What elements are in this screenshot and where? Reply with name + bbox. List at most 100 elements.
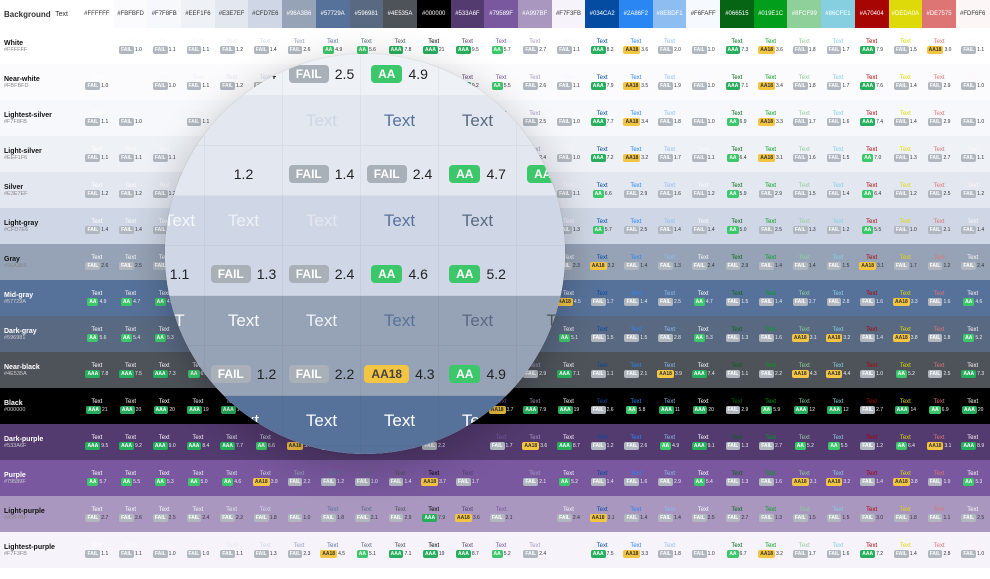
contrast-cell: TextAA5.5 [855, 208, 889, 244]
contrast-cell [518, 496, 552, 532]
contrast-cell: TextFAIL1.0 [147, 532, 181, 568]
contrast-cell: TextFAIL2.8 [821, 280, 855, 316]
col-header: #2A86F2 [619, 0, 653, 28]
contrast-cell: TextAA6.4 [720, 136, 754, 172]
lens-cell [439, 54, 517, 96]
contrast-cell: TextAA5.7 [585, 208, 619, 244]
contrast-cell: TextAAA7.7 [585, 100, 619, 136]
contrast-cell: TextAAA7.1 [720, 64, 754, 100]
contrast-cell: TextFAIL1.5 [821, 136, 855, 172]
contrast-cell: TextFAIL1.8 [316, 496, 350, 532]
contrast-cell: TextAA5.4 [686, 460, 720, 496]
contrast-cell: TextFAIL1.3 [889, 136, 923, 172]
contrast-cell: TextFAIL1.0 [686, 28, 720, 64]
col-header: #533A6F [451, 0, 485, 28]
contrast-cell: TextFAIL1.0 [956, 532, 990, 568]
contrast-cell: TextAAA9.1 [686, 424, 720, 460]
contrast-cell: TextFAIL1.1 [956, 28, 990, 64]
contrast-cell: TextAAA7.9 [855, 28, 889, 64]
contrast-cell: TextAA183.1 [787, 316, 821, 352]
contrast-cell: TextFAIL2.9 [383, 496, 417, 532]
lens-cell: FAIL1.3 [205, 246, 283, 296]
contrast-cell: TextFAIL1.6 [922, 280, 956, 316]
contrast-cell: TextFAIL1.4 [619, 244, 653, 280]
contrast-cell: TextAA5.8 [619, 388, 653, 424]
contrast-cell: TextAA183.1 [585, 496, 619, 532]
col-header: #F7F3FB [552, 0, 586, 28]
contrast-cell: TextAAA8.7 [451, 532, 485, 568]
contrast-cell: TextFAIL1.4 [855, 316, 889, 352]
magnifier-lens: FAIL1.4FAIL2.5AA4.9TextTextTextTextText1… [165, 54, 565, 454]
contrast-cell: TextFAIL1.4 [787, 244, 821, 280]
contrast-cell: TextAAA7.3 [720, 28, 754, 64]
contrast-cell: TextFAIL1.2 [922, 244, 956, 280]
contrast-cell: TextFAIL2.7 [80, 496, 114, 532]
lens-cell: Text [283, 96, 361, 146]
lens-cell: Text [361, 96, 439, 146]
contrast-cell: TextAA183.9 [248, 460, 282, 496]
contrast-cell: TextFAIL2.5 [922, 352, 956, 388]
contrast-cell: TextFAIL1.1 [80, 100, 114, 136]
contrast-cell: TextAA6.6 [585, 172, 619, 208]
contrast-cell: TextFAIL1.6 [787, 136, 821, 172]
contrast-cell: TextFAIL1.4 [889, 532, 923, 568]
row-header: White#FFFFFF [0, 28, 80, 64]
lens-cell: FAIL2.4 [361, 146, 439, 196]
contrast-cell: TextFAIL1.4 [114, 208, 148, 244]
lens-cell [165, 146, 205, 196]
contrast-cell: TextAA7.0 [855, 136, 889, 172]
lens-cell: Text [439, 196, 517, 246]
contrast-cell: TextAA183.9 [653, 352, 687, 388]
lens-cell [165, 396, 205, 446]
header-text-label: Text [55, 11, 68, 18]
lens-cell [517, 196, 565, 246]
contrast-cell: TextFAIL2.4 [686, 244, 720, 280]
contrast-cell: TextFAIL1.6 [821, 100, 855, 136]
contrast-cell: TextFAIL1.6 [821, 532, 855, 568]
row-header: Near-black#4E535A [0, 352, 80, 388]
contrast-cell: TextFAIL2.6 [585, 388, 619, 424]
contrast-cell: TextFAIL1.7 [451, 460, 485, 496]
contrast-cell: TextFAIL1.0 [956, 100, 990, 136]
col-header: #79589F [484, 0, 518, 28]
row-header: Lightest-purple#F7F3FB [0, 532, 80, 568]
lens-cell: Text [205, 96, 283, 146]
contrast-cell: TextFAIL2.9 [619, 172, 653, 208]
lens-cell: AA4.6 [361, 246, 439, 296]
lens-cell: Text [361, 196, 439, 246]
contrast-cell: TextAAA7.1 [383, 532, 417, 568]
contrast-cell: TextAAA20 [686, 388, 720, 424]
contrast-cell: TextFAIL3.0 [855, 496, 889, 532]
lens-cell: Text [283, 396, 361, 446]
contrast-cell: TextFAIL1.4 [686, 208, 720, 244]
contrast-cell: TextAA5.3 [956, 460, 990, 496]
lens-cell [165, 446, 205, 454]
row-header: Near-white#FBFBFD [0, 64, 80, 100]
contrast-cell: TextFAIL1.4 [653, 496, 687, 532]
col-header: #57729A [316, 0, 350, 28]
col-header: #EEF1F6 [181, 0, 215, 28]
contrast-cell [484, 460, 518, 496]
lens-cell: AA4.9 [361, 54, 439, 96]
lens-cell: 1.2 [205, 146, 283, 196]
contrast-cell: TextFAIL1.3 [754, 496, 788, 532]
row-header: Lightest-silver#F7F8FB [0, 100, 80, 136]
contrast-cell: TextFAIL1.4 [821, 172, 855, 208]
lens-cell [517, 96, 565, 146]
col-header: #4E535A [383, 0, 417, 28]
lens-cell: Text [439, 296, 517, 346]
contrast-cell: TextFAIL1.1 [956, 136, 990, 172]
contrast-cell: TextAAA7.9 [417, 496, 451, 532]
contrast-cell: TextFAIL1.8 [787, 64, 821, 100]
contrast-cell: TextFAIL1.0 [855, 352, 889, 388]
contrast-cell: TextFAIL1.4 [855, 460, 889, 496]
contrast-cell: TextFAIL1.9 [922, 460, 956, 496]
contrast-cell: TextFAIL2.7 [720, 496, 754, 532]
lens-cell: Text [361, 396, 439, 446]
lens-cell: Te [517, 296, 565, 346]
lens-cell [439, 446, 517, 454]
row-header: Black#000000 [0, 388, 80, 424]
contrast-cell: TextAA184.5 [316, 532, 350, 568]
contrast-cell: TextAA4.7 [686, 280, 720, 316]
contrast-cell: TextFAIL1.0 [282, 496, 316, 532]
